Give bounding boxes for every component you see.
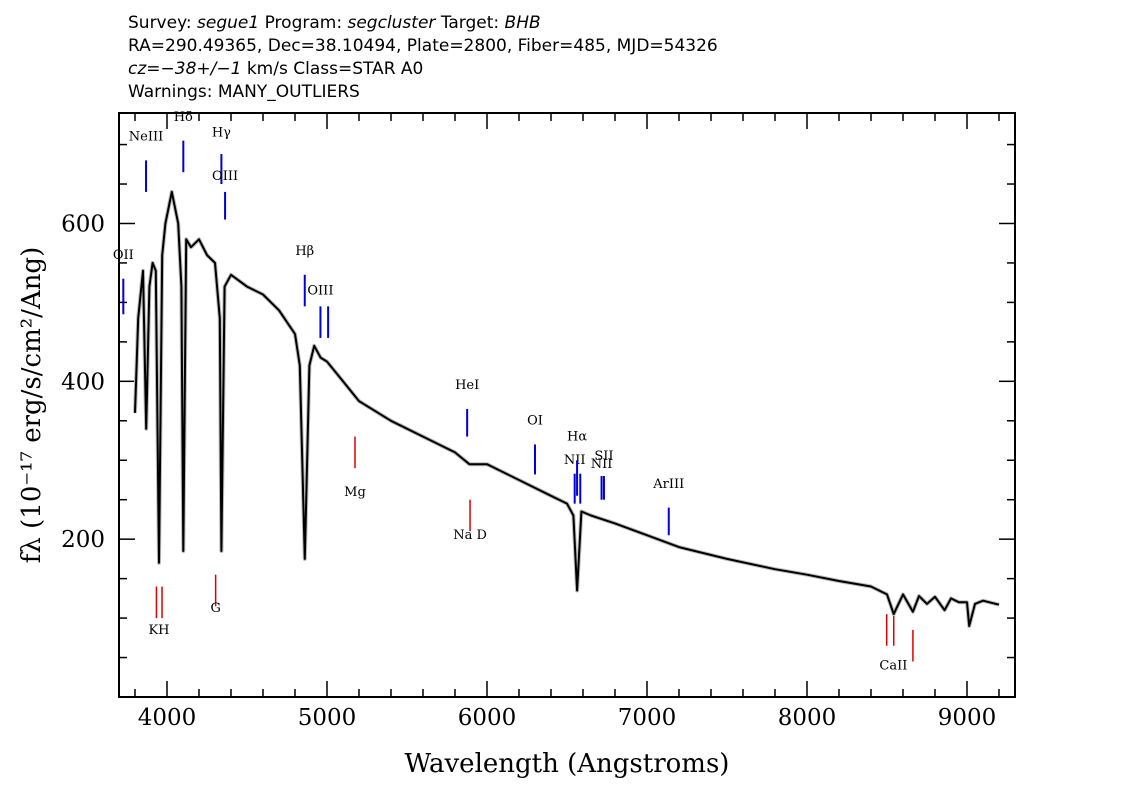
emission-line-label: Hβ	[295, 244, 314, 259]
header-line-warnings: Warnings: MANY_OUTLIERS	[128, 82, 360, 102]
x-tick-label: 9000	[938, 705, 997, 731]
absorption-line-label: G	[210, 601, 220, 616]
emission-line-label: OIII	[212, 169, 238, 184]
emission-line-label: HeI	[455, 378, 479, 393]
y-axis-label: fλ (10⁻¹⁷ erg/s/cm²/Ang)	[17, 247, 47, 563]
header-line-coords: RA=290.49365, Dec=38.10494, Plate=2800, …	[128, 36, 718, 56]
x-tick-label: 5000	[298, 705, 357, 731]
y-tick-label: 200	[61, 527, 105, 553]
emission-line-label: OII	[113, 248, 134, 263]
emission-line-label: Hα	[567, 430, 587, 445]
header-line-survey: Survey: segue1 Program: segcluster Targe…	[128, 13, 541, 33]
plot-frame	[118, 112, 1016, 698]
emission-line-label: NII	[591, 457, 613, 472]
y-tick-label: 400	[61, 369, 105, 395]
spectrum-line	[134, 190, 1000, 627]
emission-line-label: NeIII	[129, 130, 163, 145]
spectrum-plot-area	[133, 189, 1000, 628]
absorption-line-label: KH	[148, 623, 169, 638]
emission-line-label: NII	[564, 453, 586, 468]
absorption-line-label: CaII	[879, 658, 907, 673]
header-line-redshift: cz=−38+/−1 km/s Class=STAR A0	[128, 59, 424, 79]
x-tick-label: 7000	[618, 705, 677, 731]
emission-line-label: OIII	[307, 284, 333, 299]
emission-line-label: ArIII	[652, 477, 684, 492]
line-markers: OIINeIIIHδHγOIIIHβOIIIHeIOINIIHαNIISIIAr…	[113, 110, 914, 673]
spectrum-header: Survey: segue1 Program: segcluster Targe…	[128, 12, 718, 104]
x-tick-label: 6000	[458, 705, 517, 731]
x-tick-label: 4000	[138, 705, 197, 731]
y-tick-label: 600	[61, 211, 105, 237]
emission-line-label: OI	[527, 414, 543, 429]
emission-line-label: Hδ	[174, 110, 193, 125]
spectrum-error-band	[133, 189, 1000, 628]
emission-line-label: SII	[594, 449, 613, 464]
x-axis-label: Wavelength (Angstroms)	[405, 749, 730, 779]
emission-line-label: Hγ	[212, 126, 231, 141]
absorption-line-label: Na D	[453, 528, 487, 543]
x-tick-label: 8000	[778, 705, 837, 731]
absorption-line-label: Mg	[344, 485, 366, 500]
axis-ticks: 4000 5000 6000 7000 8000 9000 200 400 600	[61, 113, 1015, 731]
